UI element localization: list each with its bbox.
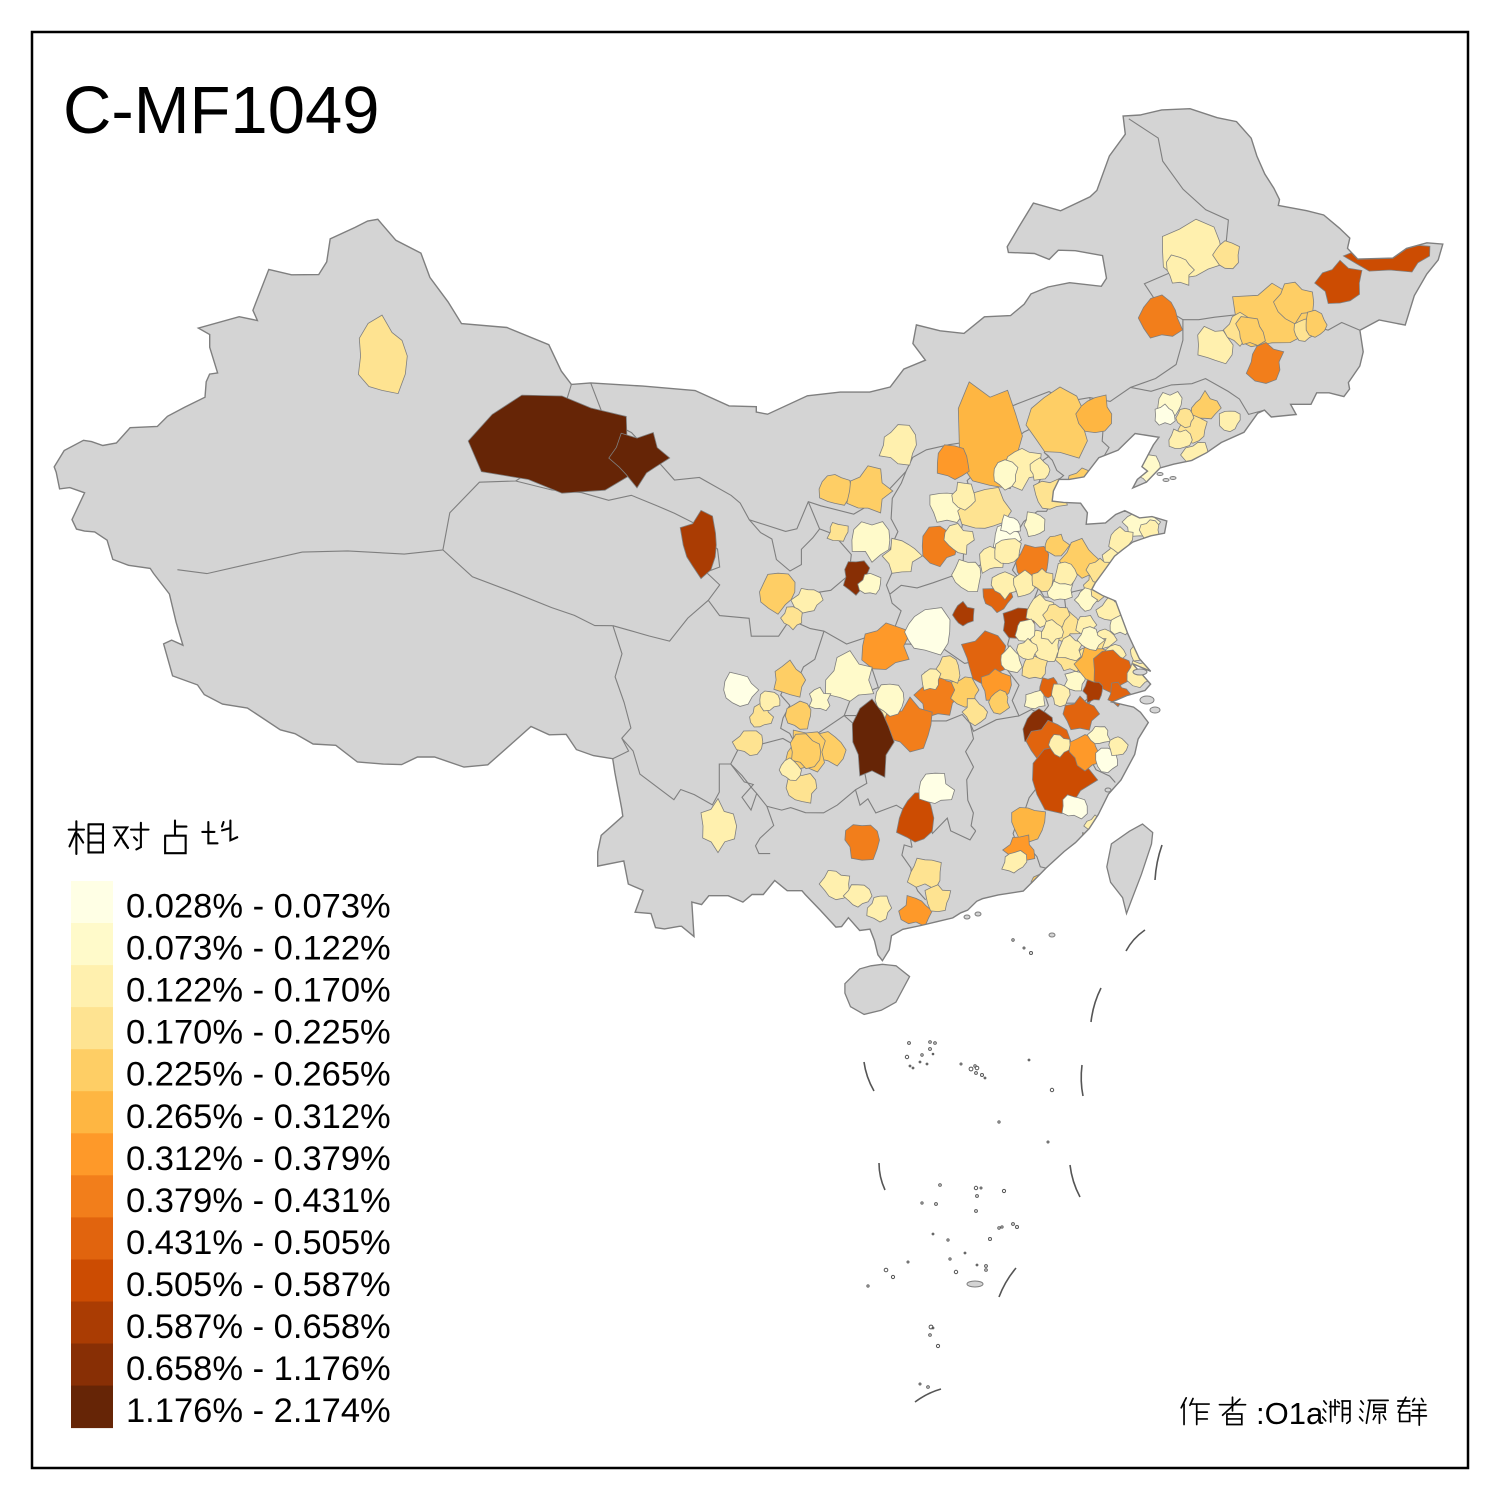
svg-text:1.176% - 2.174%: 1.176% - 2.174% — [126, 1392, 391, 1430]
svg-text:0.505% - 0.587%: 0.505% - 0.587% — [126, 1266, 391, 1304]
svg-text:C-MF1049: C-MF1049 — [63, 73, 379, 148]
svg-text:0.265% - 0.312%: 0.265% - 0.312% — [126, 1098, 391, 1136]
svg-text:0.658% - 1.176%: 0.658% - 1.176% — [126, 1350, 391, 1388]
svg-text:0.312% - 0.379%: 0.312% - 0.379% — [126, 1140, 391, 1178]
svg-text:0.587% - 0.658%: 0.587% - 0.658% — [126, 1308, 391, 1346]
svg-text:0.379% - 0.431%: 0.379% - 0.431% — [126, 1182, 391, 1220]
svg-text::O1a: :O1a — [1256, 1396, 1324, 1431]
svg-text:0.431% - 0.505%: 0.431% - 0.505% — [126, 1224, 391, 1262]
svg-text:0.122% - 0.170%: 0.122% - 0.170% — [126, 972, 391, 1010]
svg-text:0.073% - 0.122%: 0.073% - 0.122% — [126, 930, 391, 968]
svg-text:0.225% - 0.265%: 0.225% - 0.265% — [126, 1056, 391, 1094]
svg-text:0.028% - 0.073%: 0.028% - 0.073% — [126, 888, 391, 926]
svg-text:0.170% - 0.225%: 0.170% - 0.225% — [126, 1014, 391, 1052]
